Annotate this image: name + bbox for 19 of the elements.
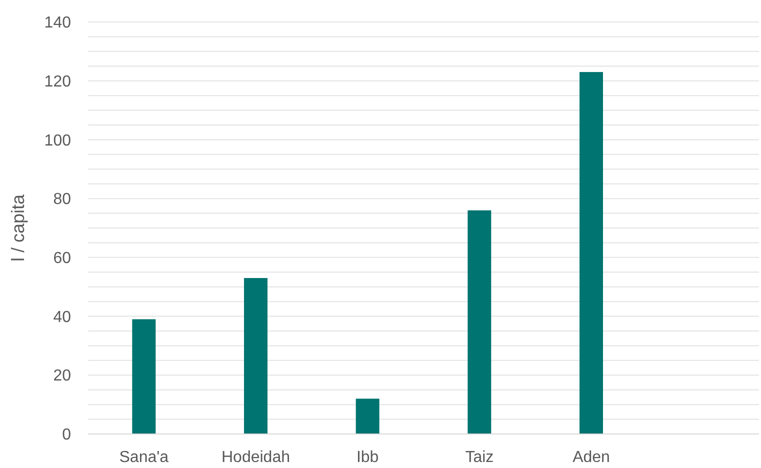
x-tick-label: Taiz	[465, 449, 494, 466]
x-tick-label: Ibb	[356, 449, 379, 466]
y-tick-label: 120	[44, 73, 72, 90]
bar	[132, 319, 156, 434]
bar	[356, 398, 380, 434]
bar	[580, 72, 603, 434]
y-tick-label: 80	[53, 191, 72, 208]
y-tick-label: 60	[53, 250, 72, 268]
y-tick-label: 20	[53, 368, 72, 385]
x-tick-label: Sana'a	[119, 449, 169, 466]
y-tick-label: 100	[44, 132, 72, 150]
y-tick-label: 0	[62, 426, 72, 444]
bar	[244, 278, 268, 434]
y-axis-title: l / capita	[8, 194, 28, 262]
y-tick-label: 140	[44, 14, 72, 32]
x-tick-label: Aden	[572, 449, 610, 466]
bar	[468, 210, 492, 434]
x-tick-label: Hodeidah	[222, 449, 290, 466]
y-tick-label: 40	[53, 308, 72, 326]
